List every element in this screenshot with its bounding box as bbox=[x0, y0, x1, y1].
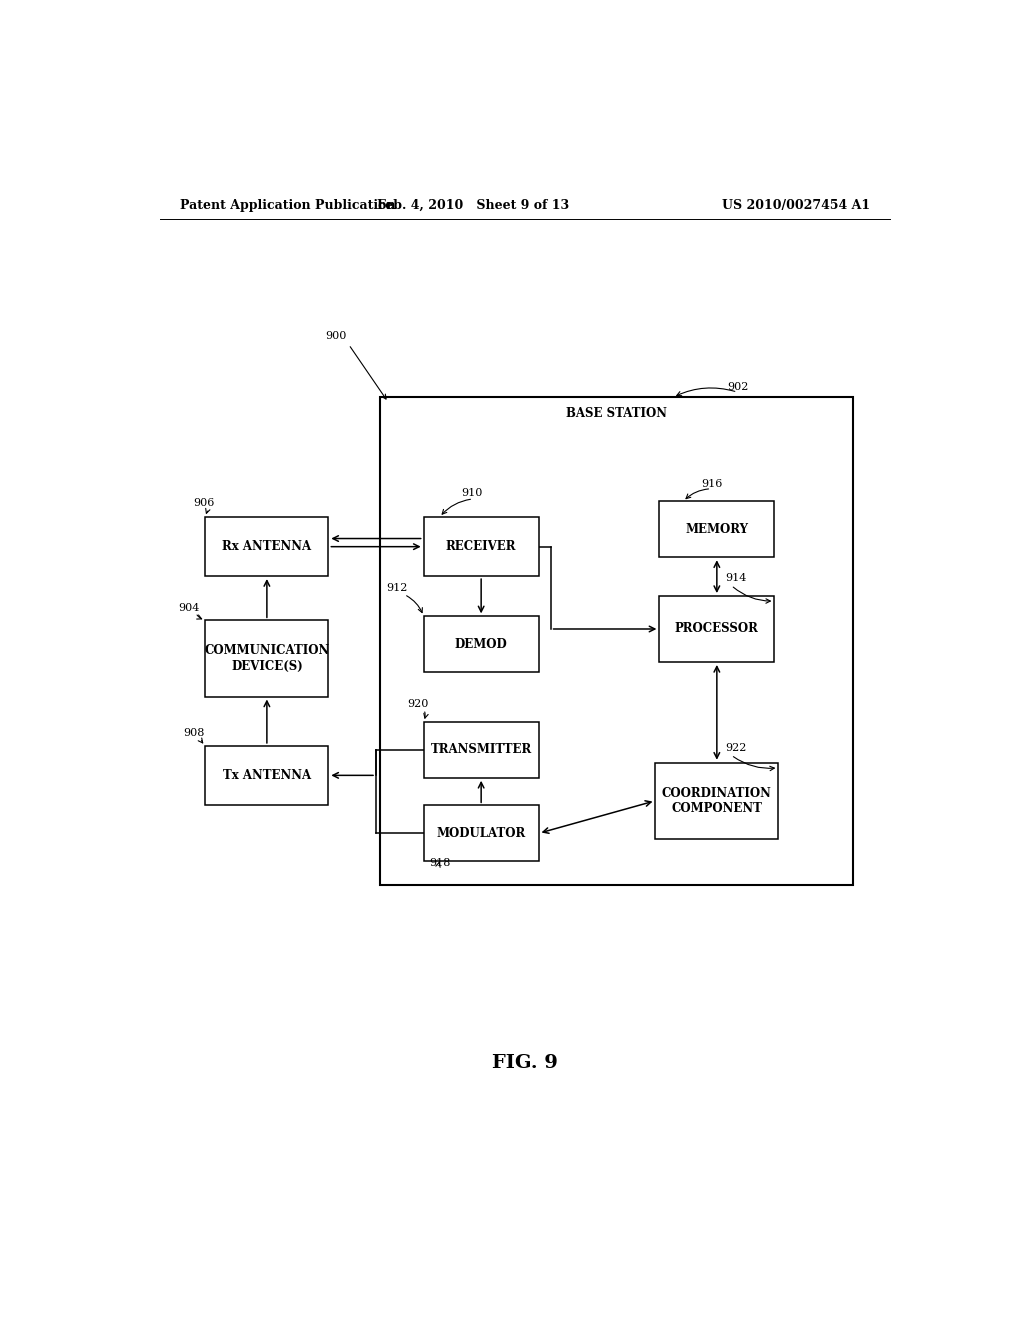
Bar bbox=[659, 502, 774, 557]
Text: DEMOD: DEMOD bbox=[455, 638, 508, 651]
Text: US 2010/0027454 A1: US 2010/0027454 A1 bbox=[722, 198, 870, 211]
Text: 922: 922 bbox=[726, 743, 746, 752]
Text: MODULATOR: MODULATOR bbox=[436, 826, 525, 840]
Text: RECEIVER: RECEIVER bbox=[445, 540, 516, 553]
Bar bbox=[206, 620, 329, 697]
Text: TRANSMITTER: TRANSMITTER bbox=[430, 743, 531, 756]
Text: 912: 912 bbox=[387, 583, 409, 594]
Bar bbox=[206, 746, 329, 805]
Text: 910: 910 bbox=[461, 488, 482, 498]
Text: 918: 918 bbox=[430, 858, 451, 867]
Bar bbox=[659, 595, 774, 663]
Text: 908: 908 bbox=[183, 727, 205, 738]
Bar bbox=[424, 517, 539, 576]
Text: MEMORY: MEMORY bbox=[685, 523, 749, 536]
Text: COORDINATION
COMPONENT: COORDINATION COMPONENT bbox=[662, 787, 772, 814]
Bar bbox=[424, 616, 539, 672]
Text: 904: 904 bbox=[178, 603, 200, 612]
Text: COMMUNICATION
DEVICE(S): COMMUNICATION DEVICE(S) bbox=[204, 644, 330, 672]
Text: 914: 914 bbox=[726, 573, 746, 583]
Text: 902: 902 bbox=[727, 383, 749, 392]
Text: Patent Application Publication: Patent Application Publication bbox=[179, 198, 395, 211]
Text: BASE STATION: BASE STATION bbox=[566, 408, 667, 420]
Text: Feb. 4, 2010   Sheet 9 of 13: Feb. 4, 2010 Sheet 9 of 13 bbox=[377, 198, 569, 211]
Text: 900: 900 bbox=[325, 331, 346, 342]
Text: 916: 916 bbox=[701, 479, 722, 488]
Bar bbox=[206, 517, 329, 576]
Text: PROCESSOR: PROCESSOR bbox=[675, 623, 759, 635]
Bar bbox=[655, 763, 778, 840]
Text: 906: 906 bbox=[194, 498, 214, 508]
Bar bbox=[424, 805, 539, 861]
Text: FIG. 9: FIG. 9 bbox=[492, 1053, 558, 1072]
Bar bbox=[424, 722, 539, 777]
Text: Rx ANTENNA: Rx ANTENNA bbox=[222, 540, 311, 553]
Text: 920: 920 bbox=[408, 700, 429, 709]
Text: Tx ANTENNA: Tx ANTENNA bbox=[223, 768, 311, 781]
Bar bbox=[380, 397, 853, 886]
